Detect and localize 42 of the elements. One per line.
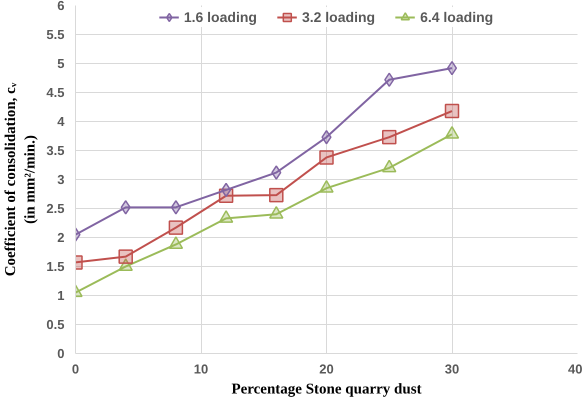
point xyxy=(444,104,460,118)
point xyxy=(382,160,396,172)
point xyxy=(269,188,284,202)
point xyxy=(319,180,334,193)
text: (in mm²/min.) xyxy=(22,135,38,224)
point xyxy=(269,206,284,219)
point xyxy=(218,210,234,223)
legend-label: 6.4 loading xyxy=(420,9,494,25)
y-tick-label: 2 xyxy=(57,230,65,245)
x-tick-label: 30 xyxy=(444,362,460,376)
point xyxy=(321,130,332,144)
x-tick-label: 10 xyxy=(194,362,208,376)
legend-label: 1.6 loading xyxy=(184,9,257,25)
point xyxy=(120,200,131,215)
x-tick-label: 0 xyxy=(72,362,80,376)
y-tick-label: 5.5 xyxy=(46,27,65,42)
legend-label: 3.2 loading xyxy=(302,9,376,25)
point xyxy=(446,60,458,76)
y-tick-label: 4.5 xyxy=(46,85,65,100)
y-tick-label: 2.5 xyxy=(46,201,65,216)
y-tick-label: 4 xyxy=(57,114,66,129)
x-axis-title: Percentage Stone quarry dust xyxy=(231,382,422,398)
y-tick-label: 0.5 xyxy=(46,317,65,332)
point xyxy=(118,249,133,264)
text: Coefficient of consolidation, cᵥ xyxy=(3,82,20,276)
point xyxy=(271,165,282,180)
point xyxy=(221,182,232,198)
point xyxy=(168,236,184,249)
y-tick-label: 0 xyxy=(57,346,65,361)
point xyxy=(319,150,334,165)
point xyxy=(168,220,184,235)
y-tick-label: 1.5 xyxy=(46,259,65,274)
y-tick-label: 1 xyxy=(57,288,65,303)
point xyxy=(382,130,396,144)
x-tick-label: 20 xyxy=(319,362,334,376)
y-tick-label: 6 xyxy=(57,0,65,13)
point xyxy=(170,200,181,215)
y-tick-label: 5 xyxy=(57,56,65,71)
y-tick-label: 3.5 xyxy=(46,143,65,158)
point xyxy=(384,72,394,87)
x-tick-label: 40 xyxy=(568,362,582,376)
y-tick-label: 3 xyxy=(57,172,65,187)
